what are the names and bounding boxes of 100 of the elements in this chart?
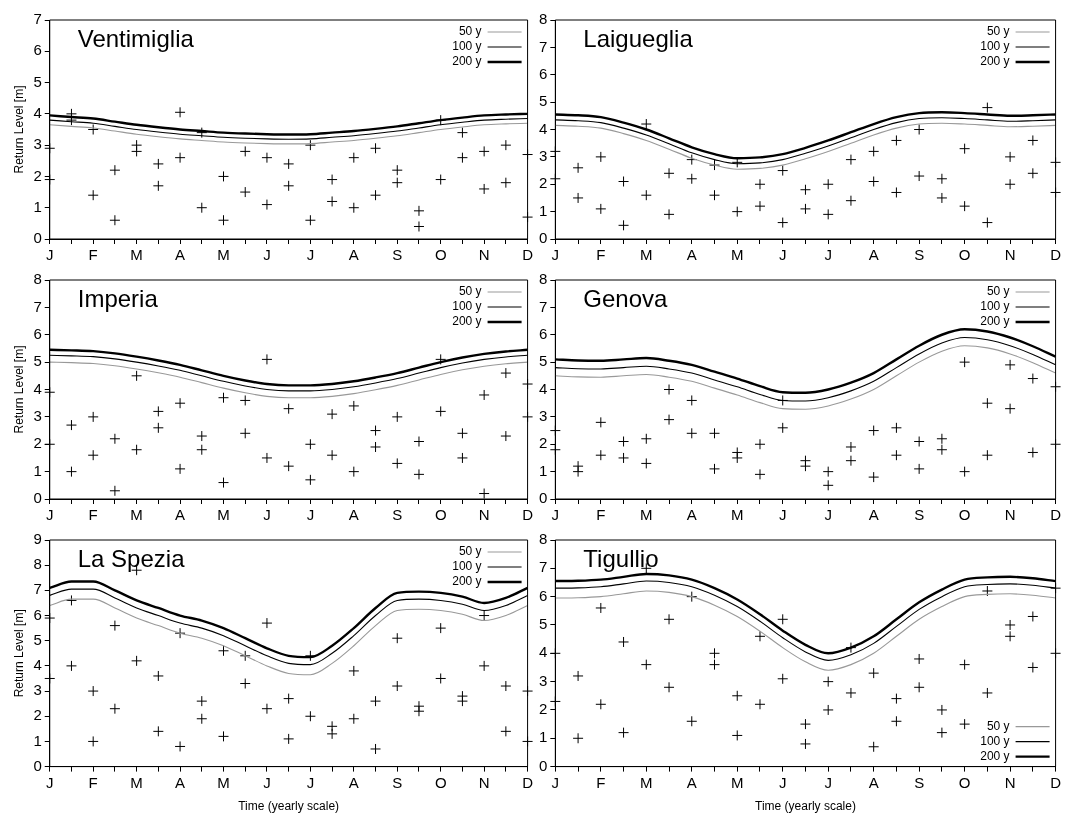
line-series [49,122,529,145]
point [754,178,766,190]
point [709,463,721,475]
point [981,397,993,409]
x-tick-label: D [522,773,534,791]
point [239,650,251,662]
point [500,139,512,151]
point [87,189,99,201]
point [890,422,902,434]
y-tick-label: 7 [539,297,548,315]
point [65,660,77,672]
point [754,698,766,710]
point [456,690,468,702]
x-tick-label: F [596,773,606,791]
x-axis-title: Time (yearly scale) [238,799,340,814]
point [391,164,403,176]
point [640,457,652,469]
x-tick-label: J [306,506,315,524]
x-tick-label: F [596,246,606,264]
legend-label: 200 y [452,54,482,69]
point [799,203,811,215]
chart-title: Genova [583,284,669,312]
point [152,670,164,682]
y-tick-label: 4 [33,656,42,674]
point [731,206,743,218]
point [326,720,338,732]
y-tick-label: 6 [539,64,548,82]
y-tick-label: 3 [33,681,42,699]
y-tick-label: 6 [539,586,548,604]
y-tick-label: 3 [539,407,548,425]
y-tick-label: 0 [33,756,42,774]
point [845,195,857,207]
point [595,449,607,461]
point [174,740,186,752]
point [1027,373,1039,385]
x-tick-label: A [175,246,186,264]
point [709,189,721,201]
point [936,704,948,716]
point [1004,619,1016,631]
legend-label: 100 y [980,39,1010,54]
point [413,700,425,712]
x-tick-label: F [596,506,606,524]
x-tick-label: J [45,506,54,524]
point [618,452,630,464]
point [959,718,971,730]
x-tick-label: A [868,773,879,791]
y-tick-label: 3 [539,147,548,165]
point [754,630,766,642]
point [478,183,490,195]
x-tick-label: D [522,246,534,264]
point [218,170,229,182]
point [890,134,902,146]
y-tick-label: 4 [33,379,42,397]
x-tick-label: J [824,773,832,791]
x-tick-label: S [392,506,403,524]
point [152,725,164,737]
point [572,670,584,682]
point [709,647,721,659]
point [572,162,584,174]
y-tick-label: 7 [33,580,42,598]
y-axis-title: Return Level [m] [11,609,26,698]
point [618,219,630,231]
point [131,444,143,456]
point [913,436,925,448]
point [413,205,425,217]
point [261,152,273,164]
point [109,620,121,632]
x-tick-label: O [958,773,971,791]
point [283,180,295,192]
y-tick-label: 2 [539,174,548,192]
x-tick-label: A [868,246,879,264]
point [370,695,382,707]
point [131,370,143,382]
point [326,195,338,207]
x-tick-label: A [348,246,359,264]
x-tick-label: J [824,506,832,524]
point [304,710,316,722]
point [913,463,925,475]
point [196,127,208,139]
x-tick-label: N [1004,506,1016,524]
point [868,667,880,679]
point [777,613,789,625]
point [754,200,766,212]
x-tick-label: S [392,773,403,791]
legend-label: 50 y [986,718,1010,733]
y-tick-label: 1 [539,728,548,746]
y-tick-label: 1 [33,197,42,215]
point [87,124,99,135]
y-tick-label: 5 [539,615,548,633]
point [640,189,652,201]
x-tick-label: A [686,246,697,264]
x-tick-label: M [217,246,230,264]
point [370,441,382,453]
point [304,650,316,662]
point [435,174,447,186]
x-tick-label: M [640,506,653,524]
x-tick-label: S [392,246,403,264]
point [822,178,834,190]
point [87,411,99,423]
point [456,452,468,464]
